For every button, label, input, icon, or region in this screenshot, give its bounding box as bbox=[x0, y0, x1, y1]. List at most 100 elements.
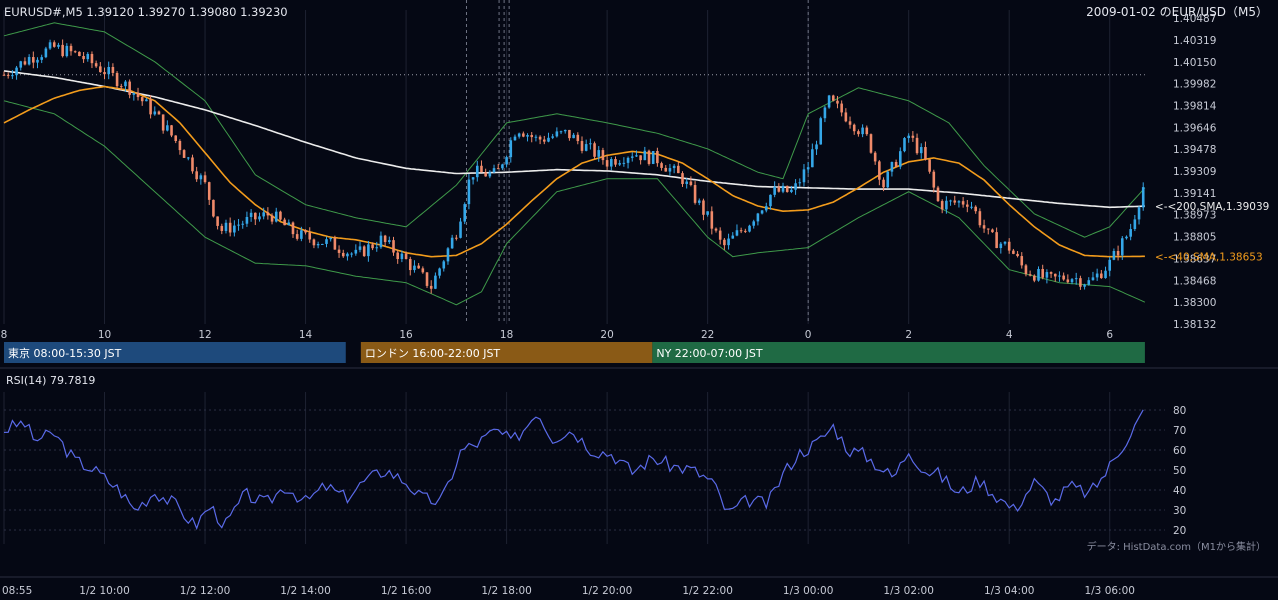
time-axis-bottom: 08:55 1/2 10:00 1/2 12:00 1/2 14:00 1/2 16:0… bbox=[2, 585, 1135, 597]
candle-body bbox=[622, 162, 626, 164]
candle-body bbox=[195, 171, 198, 180]
candle-body bbox=[283, 219, 286, 226]
candle-body bbox=[421, 268, 425, 273]
candle-body bbox=[660, 163, 663, 168]
hour-tick-label: 10 bbox=[98, 329, 111, 341]
candle-body bbox=[1074, 278, 1078, 280]
hour-tick-label: 4 bbox=[1006, 329, 1013, 341]
sma-annotation: <-<40,SMA,1.38653 bbox=[1155, 251, 1263, 263]
candle-body bbox=[949, 200, 952, 202]
candle-body bbox=[400, 253, 404, 260]
candle-body bbox=[748, 225, 751, 232]
candle-body bbox=[739, 230, 743, 232]
candle-body bbox=[526, 135, 529, 137]
candle-body bbox=[1083, 284, 1086, 287]
rsi-path bbox=[3, 409, 1144, 531]
candle-body bbox=[23, 61, 27, 65]
candle-body bbox=[249, 212, 253, 217]
candle-body bbox=[434, 275, 437, 289]
hour-tick-label: 20 bbox=[600, 329, 613, 341]
candlesticks bbox=[2, 39, 1145, 294]
candle-body bbox=[840, 103, 843, 113]
candle-body bbox=[442, 261, 446, 269]
candle-body bbox=[1012, 250, 1015, 254]
candle-body bbox=[693, 185, 697, 203]
candle-body bbox=[1037, 268, 1040, 281]
candle-body bbox=[593, 143, 596, 157]
candle-body bbox=[760, 210, 764, 214]
candle-body bbox=[107, 67, 111, 75]
candle-body bbox=[798, 182, 802, 184]
candle-body bbox=[580, 141, 584, 151]
rsi-tick-label: 50 bbox=[1173, 465, 1186, 477]
candle-body bbox=[1058, 275, 1061, 277]
candle-body bbox=[417, 265, 420, 269]
candle-body bbox=[576, 134, 580, 142]
candle-body bbox=[287, 222, 291, 226]
candle-body bbox=[6, 74, 10, 76]
candle-body bbox=[220, 225, 224, 231]
candle-body bbox=[191, 157, 194, 172]
candle-body bbox=[61, 44, 64, 57]
rsi-tick-label: 80 bbox=[1173, 405, 1186, 417]
rsi-axis: 20 30 40 50 60 70 80 bbox=[1173, 405, 1186, 537]
candle-body bbox=[785, 185, 789, 192]
price-tick-label: 1.39982 bbox=[1173, 79, 1216, 91]
candle-body bbox=[312, 239, 316, 246]
candle-body bbox=[899, 151, 902, 167]
time-tick-label: 1/3 02:00 bbox=[883, 585, 934, 597]
candle-body bbox=[773, 186, 776, 195]
candle-body bbox=[811, 149, 814, 168]
candle-body bbox=[182, 150, 186, 158]
candle-body bbox=[178, 141, 182, 151]
candle-body bbox=[924, 147, 927, 160]
rsi-line bbox=[3, 409, 1144, 531]
hour-tick-label: 2 bbox=[905, 329, 912, 341]
candle-body bbox=[882, 179, 885, 188]
candle-body bbox=[894, 162, 898, 167]
candle-body bbox=[584, 144, 588, 151]
candle-body bbox=[1033, 275, 1036, 281]
candle-body bbox=[149, 99, 152, 115]
candle-body bbox=[496, 168, 500, 170]
bollinger-lower bbox=[3, 100, 1146, 306]
candle-body bbox=[1041, 268, 1044, 278]
candle-body bbox=[245, 216, 249, 224]
candle-body bbox=[459, 221, 462, 238]
candle-body bbox=[333, 237, 337, 250]
candle-body bbox=[572, 134, 575, 139]
sma-annotations: <-<200,SMA,1.39039 <-<40,SMA,1.38653 bbox=[1155, 201, 1269, 263]
candle-body bbox=[635, 155, 638, 157]
bollinger-upper bbox=[3, 22, 1146, 238]
candle-body bbox=[1062, 275, 1065, 280]
candle-body bbox=[438, 268, 441, 276]
hour-tick-label: 8 bbox=[1, 329, 8, 341]
candle-body bbox=[672, 165, 676, 169]
price-axis: 1.38132 1.38300 1.38468 1.38637 1.38805 1.389… bbox=[1173, 13, 1217, 331]
candle-body bbox=[1066, 279, 1070, 283]
candle-body bbox=[610, 159, 613, 167]
time-axis-top: 8 10 12 14 16 18 20 22 0 2 4 6 bbox=[1, 329, 1114, 341]
candle-body bbox=[65, 45, 69, 57]
candle-body bbox=[744, 230, 747, 232]
candle-body bbox=[258, 216, 261, 220]
candle-body bbox=[614, 159, 617, 165]
candle-body bbox=[534, 136, 538, 138]
candle-body bbox=[166, 125, 169, 131]
candle-body bbox=[115, 72, 119, 87]
candle-body bbox=[19, 61, 23, 68]
price-tick-label: 1.39646 bbox=[1173, 122, 1217, 134]
candle-body bbox=[777, 186, 781, 192]
time-tick-label: 1/3 04:00 bbox=[984, 585, 1035, 597]
candle-body bbox=[86, 53, 90, 60]
candle-body bbox=[254, 212, 257, 220]
session-label: 東京 08:00-15:30 JST bbox=[8, 346, 122, 360]
candle-body bbox=[530, 135, 534, 138]
candle-body bbox=[1070, 279, 1074, 283]
candle-body bbox=[341, 252, 345, 257]
candle-body bbox=[563, 129, 567, 132]
candle-body bbox=[48, 42, 52, 49]
candle-body bbox=[689, 181, 693, 186]
candle-body bbox=[44, 48, 48, 58]
candle-body bbox=[392, 240, 395, 253]
